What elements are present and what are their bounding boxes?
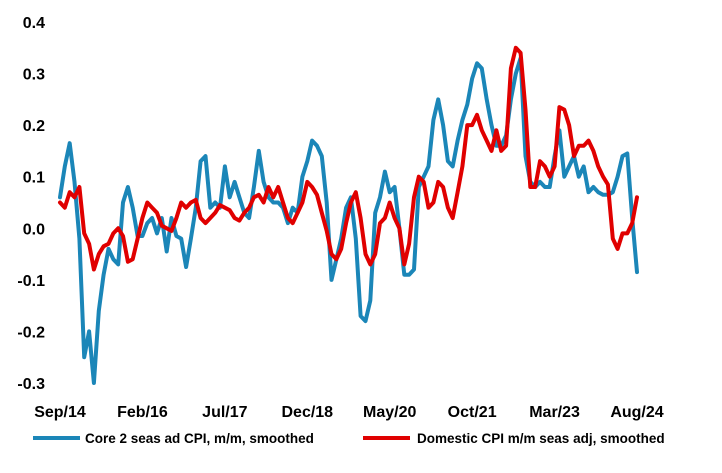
y-tick-label: 0.1	[23, 170, 45, 187]
x-tick-label: Jul/17	[202, 404, 247, 421]
x-tick-label: Aug/24	[610, 404, 663, 421]
x-tick-label: Feb/16	[117, 404, 168, 421]
x-tick-label: Dec/18	[281, 404, 333, 421]
y-tick-label: -0.2	[17, 324, 45, 341]
legend: Core 2 seas ad CPI, m/m, smoothed Domesti…	[33, 431, 665, 446]
core-cpi-line	[58, 56, 639, 385]
y-tick-label: 0.2	[23, 118, 45, 135]
y-tick-label: 0.4	[23, 15, 45, 32]
domestic-cpi-line	[58, 45, 639, 272]
x-tick-label: Oct/21	[448, 404, 497, 421]
x-tick-label: May/20	[363, 404, 416, 421]
y-axis: 0.4 0.3 0.2 0.1 0.0 -0.1 -0.2 -0.3	[17, 15, 45, 393]
y-tick-label: -0.3	[17, 376, 45, 393]
x-tick-label: Sep/14	[34, 404, 86, 421]
y-tick-label: -0.1	[17, 273, 45, 290]
series-lines	[58, 45, 639, 385]
y-tick-label: 0.0	[23, 221, 45, 238]
legend-label-domestic: Domestic CPI m/m seas adj, smoothed	[417, 431, 665, 446]
x-tick-label: Mar/23	[529, 404, 580, 421]
x-axis: Sep/14 Feb/16 Jul/17 Dec/18 May/20 Oct/21 Mar/…	[34, 404, 664, 421]
legend-label-core: Core 2 seas ad CPI, m/m, smoothed	[85, 431, 314, 446]
y-tick-label: 0.3	[23, 67, 45, 84]
